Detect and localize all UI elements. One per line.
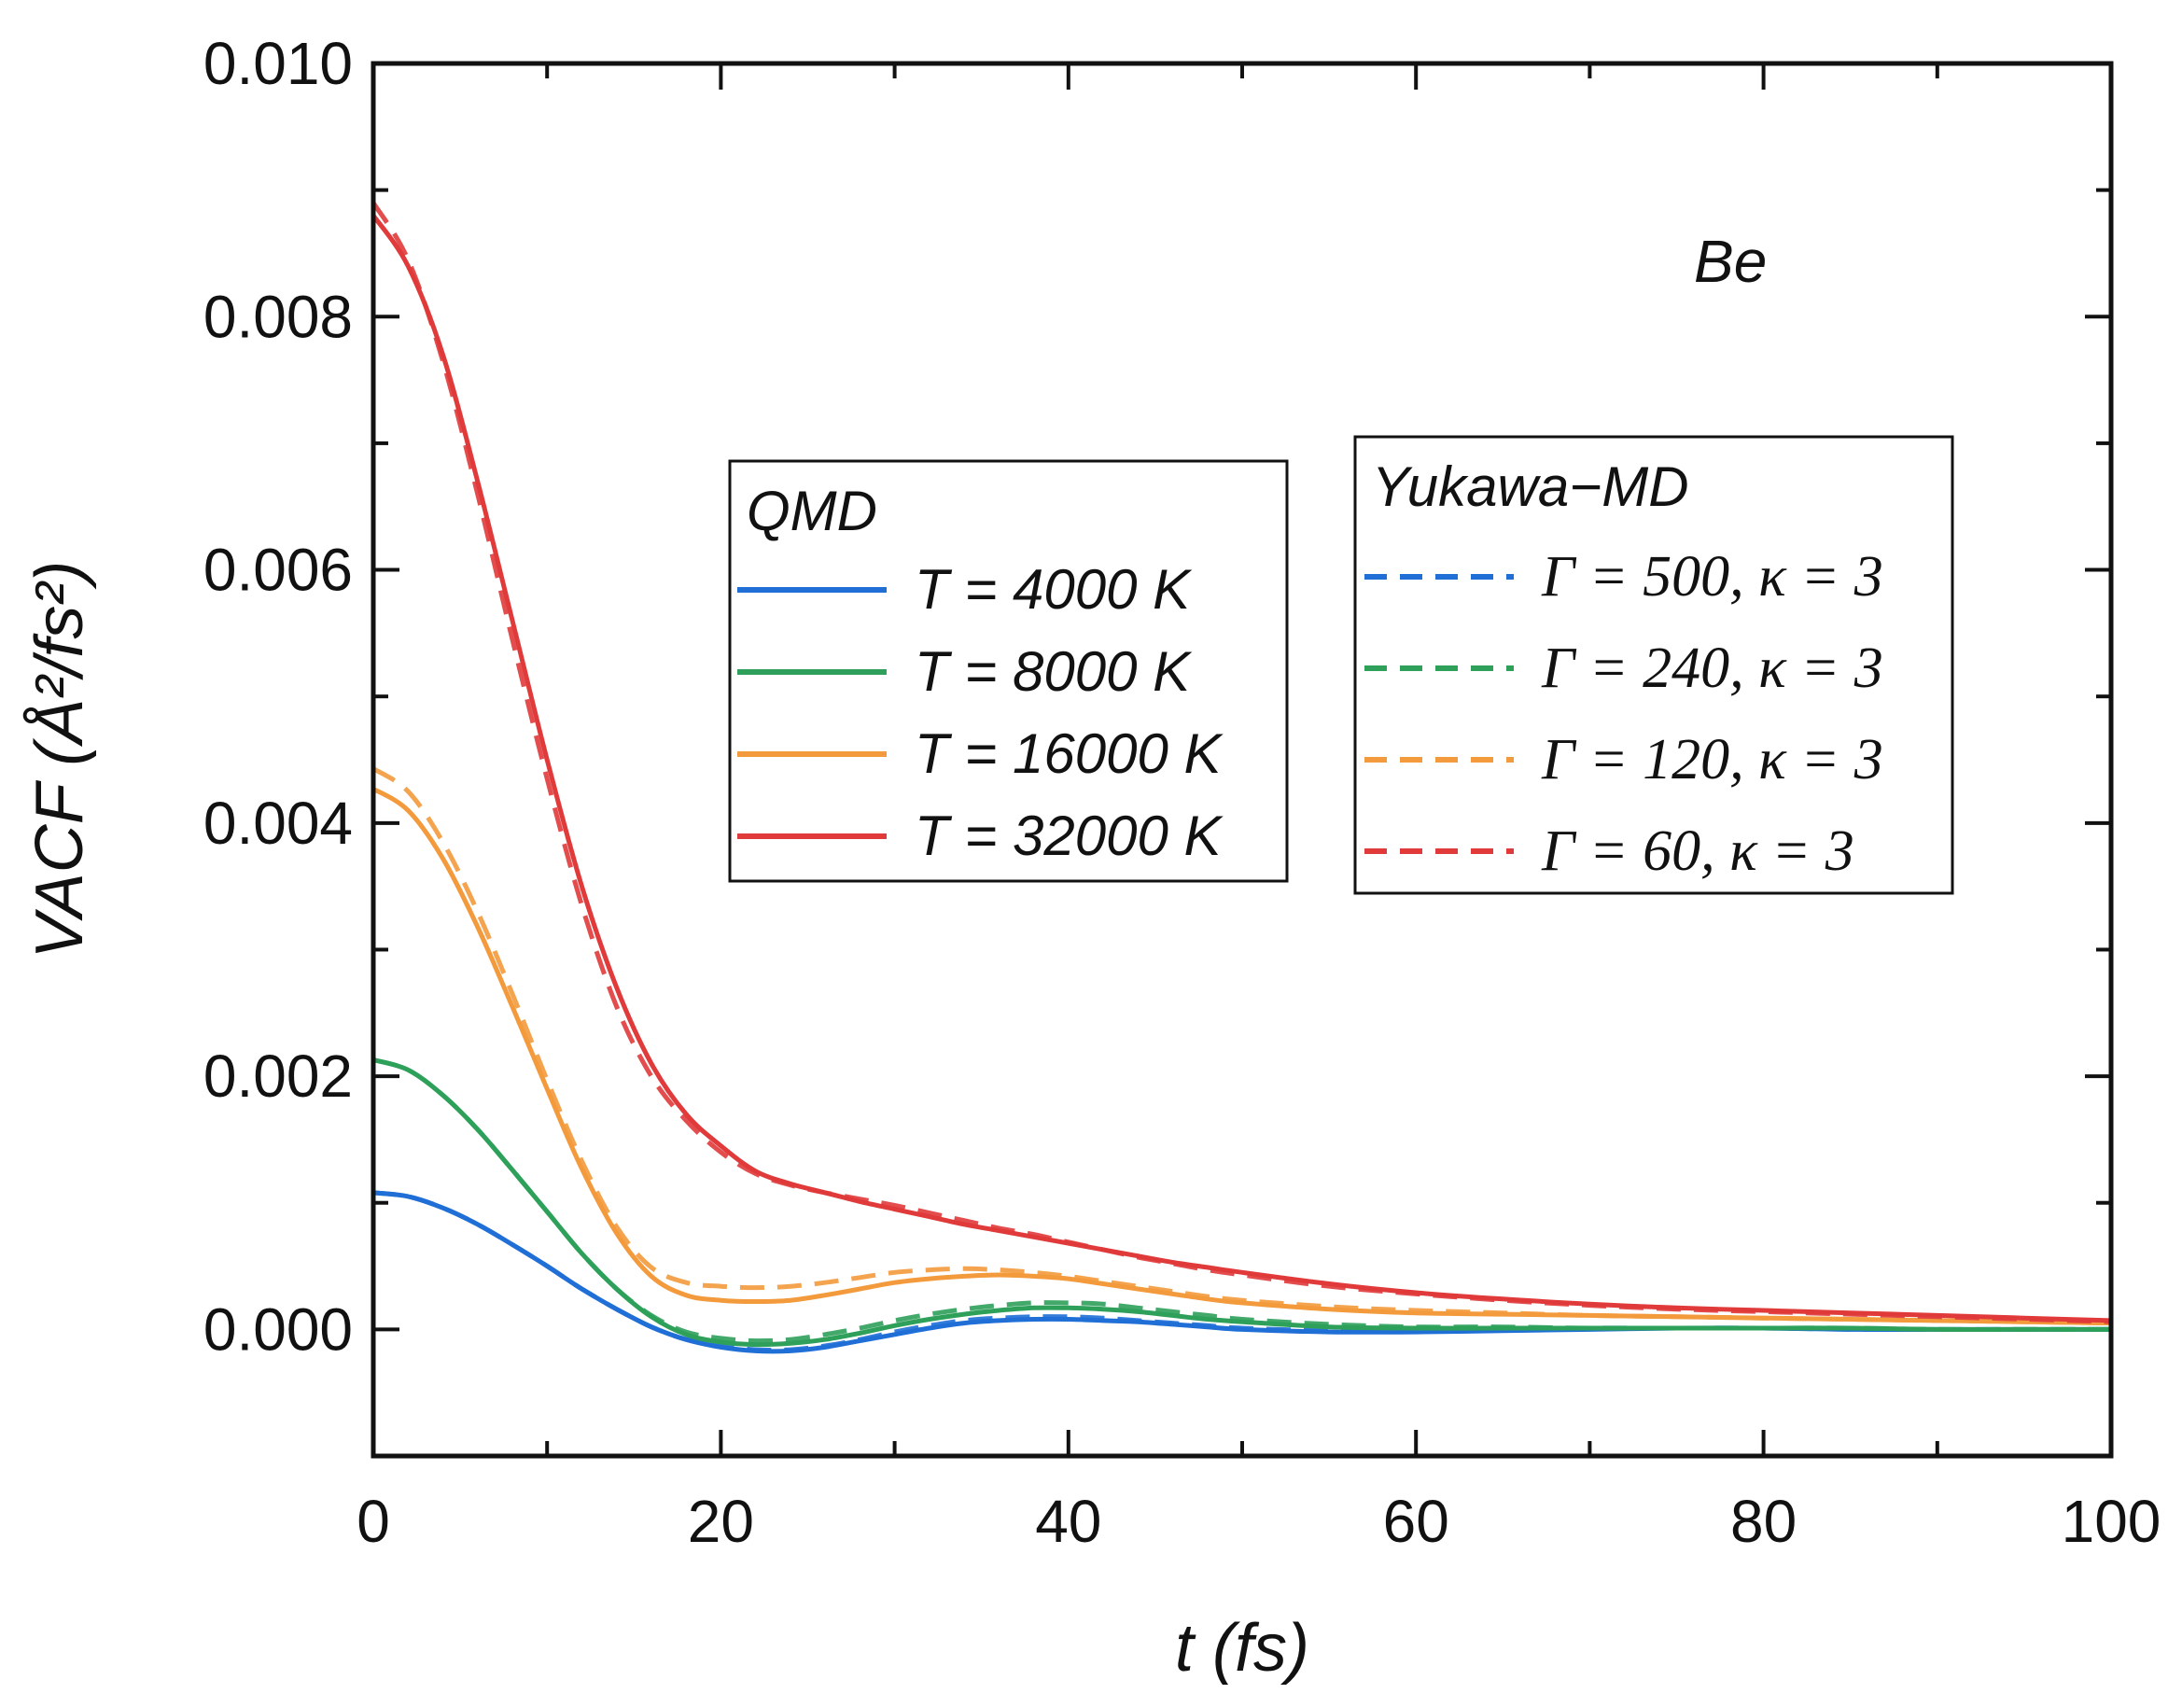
y-tick-label: 0.008 — [203, 283, 353, 350]
legend-label: Γ = 500, κ = 3 — [1541, 545, 1883, 609]
legend-label: Γ = 120, κ = 3 — [1541, 728, 1883, 791]
y-tick-label: 0.006 — [203, 537, 353, 604]
x-tick-label: 60 — [1383, 1488, 1449, 1555]
element-annotation: Be — [1694, 228, 1767, 295]
y-tick-labels: 0.000 0.002 0.004 0.006 0.008 0.010 — [203, 30, 353, 1363]
plot-frame — [371, 61, 2114, 1459]
legend-qmd-title: QMD — [747, 480, 877, 542]
x-tick-label: 20 — [688, 1488, 754, 1555]
legend-qmd-entries: T = 4000 K T = 8000 K T = 16000 K T = 32000… — [737, 558, 1224, 867]
legend-label: T = 8000 K — [915, 640, 1193, 703]
legend-yukawa-frame — [1353, 435, 1954, 895]
x-tick-labels: 0 20 40 60 80 100 — [357, 1488, 2161, 1555]
legend-yukawa: Yukawa−MD Γ = 500, κ = 3Γ = 240, κ = 3Γ … — [1353, 435, 1954, 895]
legend-label: T = 4000 K — [915, 558, 1193, 621]
y-tick-label: 0.000 — [203, 1295, 353, 1363]
axis-ticks — [371, 62, 2113, 1456]
legend-qmd: QMD T = 4000 K T = 8000 K T = 16000 K T = 3… — [728, 459, 1289, 883]
legend-label: T = 16000 K — [915, 722, 1224, 785]
legend-label: T = 32000 K — [915, 805, 1224, 867]
legend-yukawa-entries: Γ = 500, κ = 3 Γ = 240, κ = 3 Γ = 120, κ =… — [1364, 545, 1883, 883]
y-tick-label: 0.010 — [203, 30, 353, 97]
y-tick-label: 0.004 — [203, 790, 353, 857]
legend-label: Γ = 240, κ = 3 — [1541, 637, 1883, 700]
series-line-t-16000-k — [371, 787, 2112, 1326]
series-line--500-3 — [372, 1190, 2111, 1353]
series-layer — [371, 201, 2112, 1354]
x-tick-label: 40 — [1035, 1488, 1101, 1555]
x-axis-title: t (fs) — [1175, 1611, 1309, 1686]
series-line--240-3 — [372, 1057, 2111, 1344]
x-tick-label: 0 — [357, 1488, 390, 1555]
x-tick-label: 80 — [1730, 1488, 1797, 1555]
series-line-t-8000-k — [372, 1057, 2111, 1348]
x-tick-label: 100 — [2062, 1488, 2161, 1555]
series-line--120-3 — [371, 766, 2112, 1326]
y-tick-label: 0.002 — [203, 1043, 353, 1110]
legend-yukawa-title: Yukawa−MD — [1372, 455, 1689, 518]
y-axis-title: VACF (Å²/fs²) — [22, 561, 97, 959]
legend-label: Γ = 60, κ = 3 — [1541, 819, 1854, 883]
series-line--60-3 — [371, 201, 2112, 1324]
